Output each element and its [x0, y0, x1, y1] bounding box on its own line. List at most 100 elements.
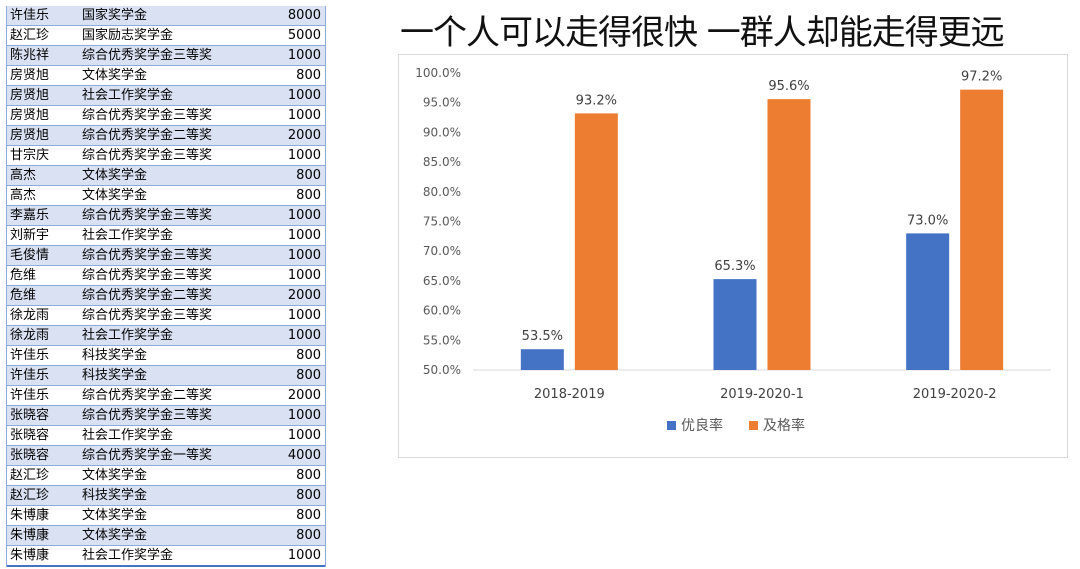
cell-award: 综合优秀奖学金一等奖 — [79, 445, 255, 466]
table-row: 危维 综合优秀奖学金三等奖 1000 — [7, 265, 325, 286]
cell-amount: 800 — [255, 345, 325, 366]
cell-name: 朱博康 — [7, 545, 79, 567]
cell-amount: 8000 — [255, 6, 325, 26]
y-tick-label: 75.0% — [423, 215, 461, 229]
table-row: 赵汇珍 国家励志奖学金 5000 — [7, 25, 325, 46]
cell-amount: 800 — [255, 65, 325, 86]
cell-amount: 800 — [255, 465, 325, 486]
cell-amount: 1000 — [255, 245, 325, 266]
cell-amount: 1000 — [255, 145, 325, 166]
table-row: 许佳乐 科技奖学金 800 — [7, 345, 325, 366]
scholarship-table: 许佳乐 国家奖学金 8000 赵汇珍 国家励志奖学金 5000 陈兆祥 综合优秀奖学金三等奖 1… — [6, 6, 326, 567]
cell-award: 社会工作奖学金 — [79, 225, 255, 246]
bar-pass-rate — [767, 99, 811, 371]
cell-amount: 1000 — [255, 85, 325, 106]
cell-name: 房贤旭 — [7, 125, 79, 146]
data-label: 93.2% — [576, 93, 617, 108]
table-row: 徐龙雨 综合优秀奖学金三等奖 1000 — [7, 305, 325, 326]
cell-name: 高杰 — [7, 165, 79, 186]
y-tick-label: 70.0% — [423, 244, 461, 258]
data-label: 73.0% — [907, 213, 948, 228]
cell-award: 文体奖学金 — [79, 465, 255, 486]
cell-name: 朱博康 — [7, 505, 79, 526]
cell-amount: 800 — [255, 185, 325, 206]
cell-name: 甘宗庆 — [7, 145, 79, 166]
headline: 一个人可以走得很快 一群人却能走得更远 — [400, 13, 1005, 53]
cell-name: 徐龙雨 — [7, 325, 79, 346]
cell-award: 综合优秀奖学金三等奖 — [79, 205, 255, 226]
cell-award: 科技奖学金 — [79, 365, 255, 386]
cell-name: 赵汇珍 — [7, 485, 79, 506]
cell-amount: 2000 — [255, 285, 325, 306]
bar-excellent-rate — [906, 233, 950, 370]
table-row: 许佳乐 国家奖学金 8000 — [7, 6, 325, 26]
table-row: 许佳乐 综合优秀奖学金二等奖 2000 — [7, 385, 325, 406]
y-tick-label: 85.0% — [423, 155, 461, 169]
cell-name: 张晓容 — [7, 425, 79, 446]
cell-award: 综合优秀奖学金二等奖 — [79, 285, 255, 306]
cell-amount: 5000 — [255, 25, 325, 46]
cell-amount: 1000 — [255, 405, 325, 426]
cell-award: 社会工作奖学金 — [79, 85, 255, 106]
table-row: 朱博康 文体奖学金 800 — [7, 505, 325, 526]
cell-name: 高杰 — [7, 185, 79, 206]
cell-name: 许佳乐 — [7, 365, 79, 386]
cell-amount: 1000 — [255, 305, 325, 326]
y-tick-label: 50.0% — [423, 363, 461, 377]
table-row: 李嘉乐 综合优秀奖学金三等奖 1000 — [7, 205, 325, 226]
cell-amount: 4000 — [255, 445, 325, 466]
y-tick-label: 90.0% — [423, 125, 461, 139]
table-row: 徐龙雨 社会工作奖学金 1000 — [7, 325, 325, 346]
cell-award: 文体奖学金 — [79, 65, 255, 86]
y-tick-label: 55.0% — [423, 333, 461, 347]
cell-award: 综合优秀奖学金三等奖 — [79, 145, 255, 166]
table-row: 房贤旭 社会工作奖学金 1000 — [7, 85, 325, 106]
cell-award: 文体奖学金 — [79, 165, 255, 186]
cell-award: 综合优秀奖学金三等奖 — [79, 305, 255, 326]
cell-award: 社会工作奖学金 — [79, 325, 255, 346]
bar-pass-rate — [574, 113, 618, 370]
y-tick-label: 60.0% — [423, 304, 461, 318]
cell-award: 文体奖学金 — [79, 505, 255, 526]
cell-award: 综合优秀奖学金二等奖 — [79, 125, 255, 146]
table-row: 张晓容 综合优秀奖学金一等奖 4000 — [7, 445, 325, 466]
cell-amount: 800 — [255, 365, 325, 386]
bar-excellent-rate — [520, 349, 564, 370]
cell-name: 徐龙雨 — [7, 305, 79, 326]
table-row: 赵汇珍 科技奖学金 800 — [7, 485, 325, 506]
data-label: 65.3% — [714, 259, 755, 274]
bar-chart-svg: 50.0% 55.0% 60.0% 65.0% 70.0% 75.0% 80.0% 85.0%… — [415, 66, 1051, 434]
scholarship-table-grid: 许佳乐 国家奖学金 8000 赵汇珍 国家励志奖学金 5000 陈兆祥 综合优秀奖学金三等奖 1… — [7, 6, 325, 567]
cell-amount: 1000 — [255, 425, 325, 446]
cell-award: 综合优秀奖学金三等奖 — [79, 45, 255, 66]
cell-award: 综合优秀奖学金三等奖 — [79, 245, 255, 266]
table-row: 房贤旭 综合优秀奖学金三等奖 1000 — [7, 105, 325, 126]
cell-award: 综合优秀奖学金三等奖 — [79, 405, 255, 426]
cell-name: 李嘉乐 — [7, 205, 79, 226]
cell-name: 陈兆祥 — [7, 45, 79, 66]
cell-amount: 1000 — [255, 545, 325, 567]
cell-name: 赵汇珍 — [7, 25, 79, 46]
table-row: 张晓容 综合优秀奖学金三等奖 1000 — [7, 405, 325, 426]
cell-name: 危维 — [7, 285, 79, 306]
cell-award: 社会工作奖学金 — [79, 425, 255, 446]
bar-chart: 50.0% 55.0% 60.0% 65.0% 70.0% 75.0% 80.0% 85.0%… — [398, 54, 1068, 458]
cell-name: 许佳乐 — [7, 6, 79, 26]
cell-award: 科技奖学金 — [79, 345, 255, 366]
cell-name: 许佳乐 — [7, 385, 79, 406]
table-row: 刘新宇 社会工作奖学金 1000 — [7, 225, 325, 246]
bar-excellent-rate — [713, 279, 757, 370]
cell-amount: 800 — [255, 505, 325, 526]
table-row: 陈兆祥 综合优秀奖学金三等奖 1000 — [7, 45, 325, 66]
cell-name: 张晓容 — [7, 445, 79, 466]
cell-name: 许佳乐 — [7, 345, 79, 366]
cell-name: 赵汇珍 — [7, 465, 79, 486]
y-tick-label: 100.0% — [415, 66, 461, 80]
cell-award: 文体奖学金 — [79, 525, 255, 546]
table-row: 房贤旭 文体奖学金 800 — [7, 65, 325, 86]
cell-amount: 800 — [255, 165, 325, 186]
cell-amount: 1000 — [255, 105, 325, 126]
bar-pass-rate — [960, 89, 1004, 370]
cell-name: 危维 — [7, 265, 79, 286]
table-row: 朱博康 社会工作奖学金 1000 — [7, 545, 325, 567]
